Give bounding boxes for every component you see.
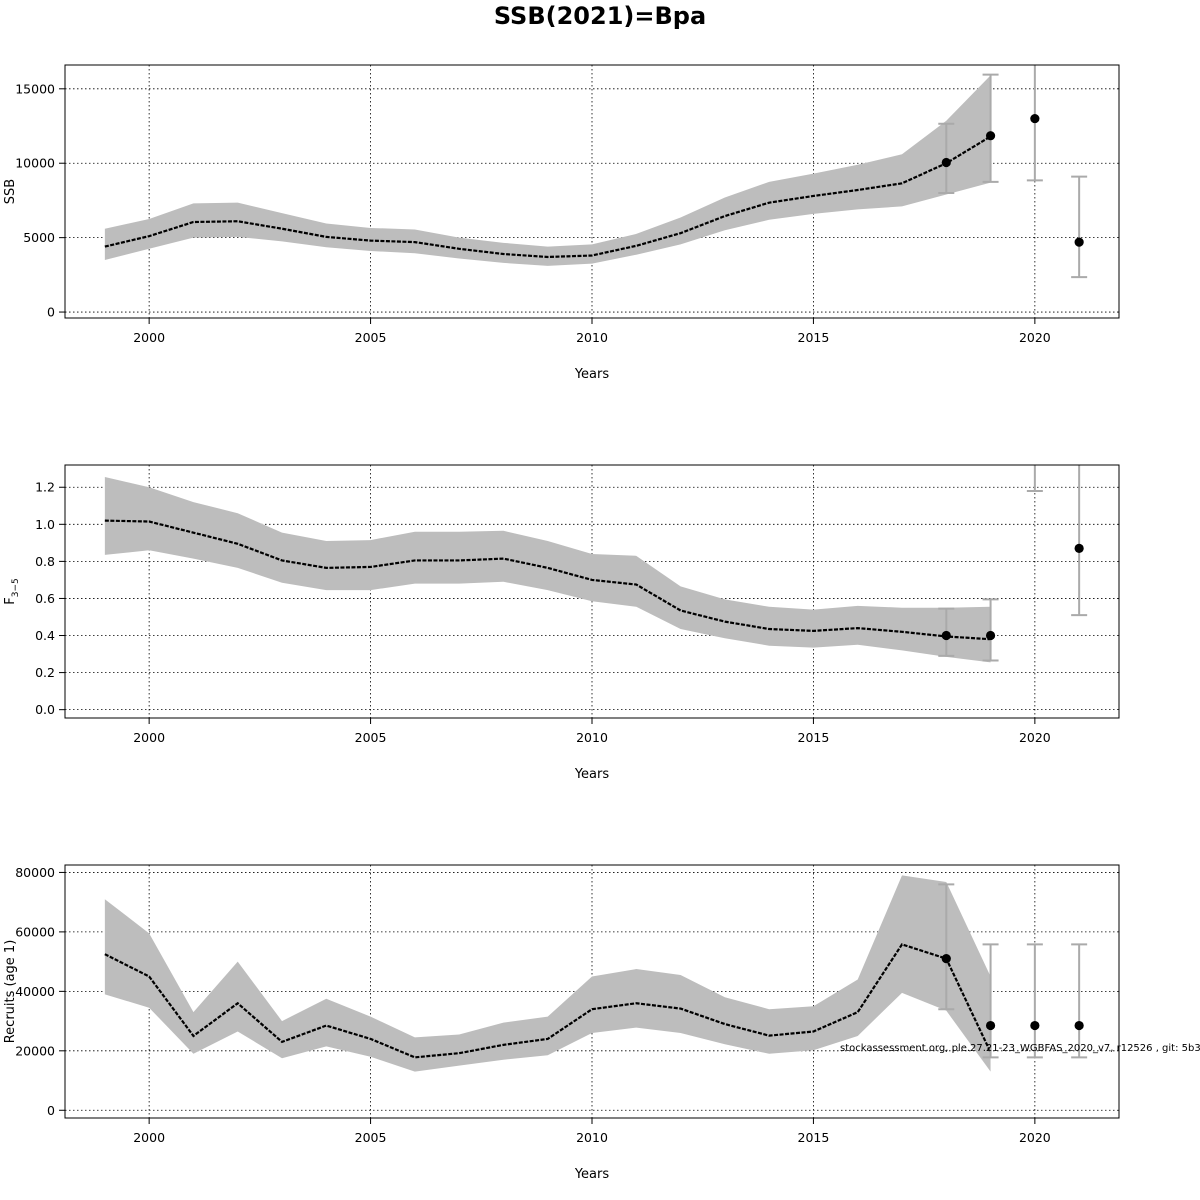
ssb-point-2020 xyxy=(1030,113,1040,124)
fbar-xtick-label-2020: 2020 xyxy=(1019,730,1051,745)
recruitment-xtick-label-2005: 2005 xyxy=(355,1130,387,1145)
ssb-point-2018 xyxy=(941,157,951,168)
fbar-point-2019 xyxy=(985,630,996,641)
fbar-plot-area xyxy=(65,418,1119,718)
ssb-point-2019 xyxy=(985,131,996,141)
ssb-ylabel: SSB xyxy=(3,179,18,204)
recruitment-point-2021 xyxy=(1074,1020,1084,1031)
ssb-xtick-label-2010: 2010 xyxy=(576,330,608,345)
fbar-estimate-line xyxy=(104,519,991,641)
ssb-confidence-band xyxy=(104,75,991,266)
fbar-confidence-band xyxy=(104,477,991,663)
recruitment-estimate-line xyxy=(104,943,992,1059)
footnote-credit: stockassessment.org, ple.27.21-23_WGBFAS… xyxy=(840,1043,1200,1054)
panel-ssb: 2000 2005 2010 2015 2020 0 5000 10000 15000 Years… xyxy=(3,64,1120,382)
ssb-xlabel: Years xyxy=(574,367,610,382)
ssb-plot-frame xyxy=(64,64,1120,319)
recruitment-ytick-label-40000: 40000 xyxy=(15,984,55,999)
ssb-xtick-label-2015: 2015 xyxy=(798,330,830,345)
recruitment-point-2018 xyxy=(941,954,951,964)
recruitment-point-2019 xyxy=(985,1020,996,1031)
recruitment-ytick-label-80000: 80000 xyxy=(15,865,55,880)
recruitment-point-2020 xyxy=(1030,1020,1040,1031)
recruitment-ylabel: Recruits (age 1) xyxy=(3,940,18,1044)
ssb-plot-area xyxy=(65,65,1119,318)
fbar-xtick-label-2005: 2005 xyxy=(355,730,387,745)
fbar-ytick-label-1.0: 1.0 xyxy=(35,517,55,532)
ssb-ytick-label-15000: 15000 xyxy=(15,81,55,96)
recruitment-xtick-label-2015: 2015 xyxy=(798,1130,830,1145)
fbar-xtick-label-2015: 2015 xyxy=(798,730,830,745)
fbar-ytick-label-0.8: 0.8 xyxy=(35,554,55,569)
fbar-xtick-label-2000: 2000 xyxy=(133,730,165,745)
recruitment-ytick-label-0: 0 xyxy=(47,1103,55,1118)
fbar-ytick-label-0.4: 0.4 xyxy=(35,628,55,643)
fbar-point-2021 xyxy=(1074,543,1084,554)
fbar-point-2018 xyxy=(941,630,951,641)
ssb-xtick-label-2000: 2000 xyxy=(133,330,165,345)
fbar-point-2020 xyxy=(1030,418,1039,427)
fbar-ytick-label-0.6: 0.6 xyxy=(35,591,55,606)
ssb-xtick-label-2005: 2005 xyxy=(355,330,387,345)
ssb-ytick-label-0: 0 xyxy=(47,305,55,320)
panel-fbar: 2000 2005 2010 2015 2020 0.0 0.2 0.4 0.6 0.8 1.0 1.… xyxy=(3,418,1120,782)
recruitment-xtick-label-2010: 2010 xyxy=(576,1130,608,1145)
recruitment-plot-area xyxy=(65,865,1119,1118)
ssb-xtick-label-2020: 2020 xyxy=(1019,330,1051,345)
recruitment-xtick-label-2020: 2020 xyxy=(1019,1130,1051,1145)
ssb-estimate-line xyxy=(104,135,992,259)
fbar-ytick-label-1.2: 1.2 xyxy=(35,480,55,495)
fbar-xtick-label-2010: 2010 xyxy=(576,730,608,745)
fbar-ytick-label-0.0: 0.0 xyxy=(35,702,55,717)
recruitment-xtick-label-2000: 2000 xyxy=(133,1130,165,1145)
chart-panels: 2000 2005 2010 2015 2020 0 5000 10000 15000 Years… xyxy=(3,64,1120,1182)
recruitment-ytick-label-20000: 20000 xyxy=(15,1043,55,1058)
fbar-ylabel: F3−5 xyxy=(3,578,21,604)
recruitment-confidence-band xyxy=(104,875,991,1072)
fbar-xlabel: Years xyxy=(574,767,610,782)
ssb-ytick-label-5000: 5000 xyxy=(23,230,55,245)
recruitment-xlabel: Years xyxy=(574,1167,610,1182)
fbar-ytick-label-0.2: 0.2 xyxy=(35,665,55,680)
figure-title: SSB(2021)=Bpa xyxy=(494,2,706,30)
panel-recruitment: 2000 2005 2010 2015 2020 0 20000 40000 60000 8000… xyxy=(3,864,1120,1182)
ssb-ytick-label-10000: 10000 xyxy=(15,156,55,171)
ssb-point-2021 xyxy=(1074,237,1084,247)
recruitment-ytick-label-60000: 60000 xyxy=(15,924,55,939)
